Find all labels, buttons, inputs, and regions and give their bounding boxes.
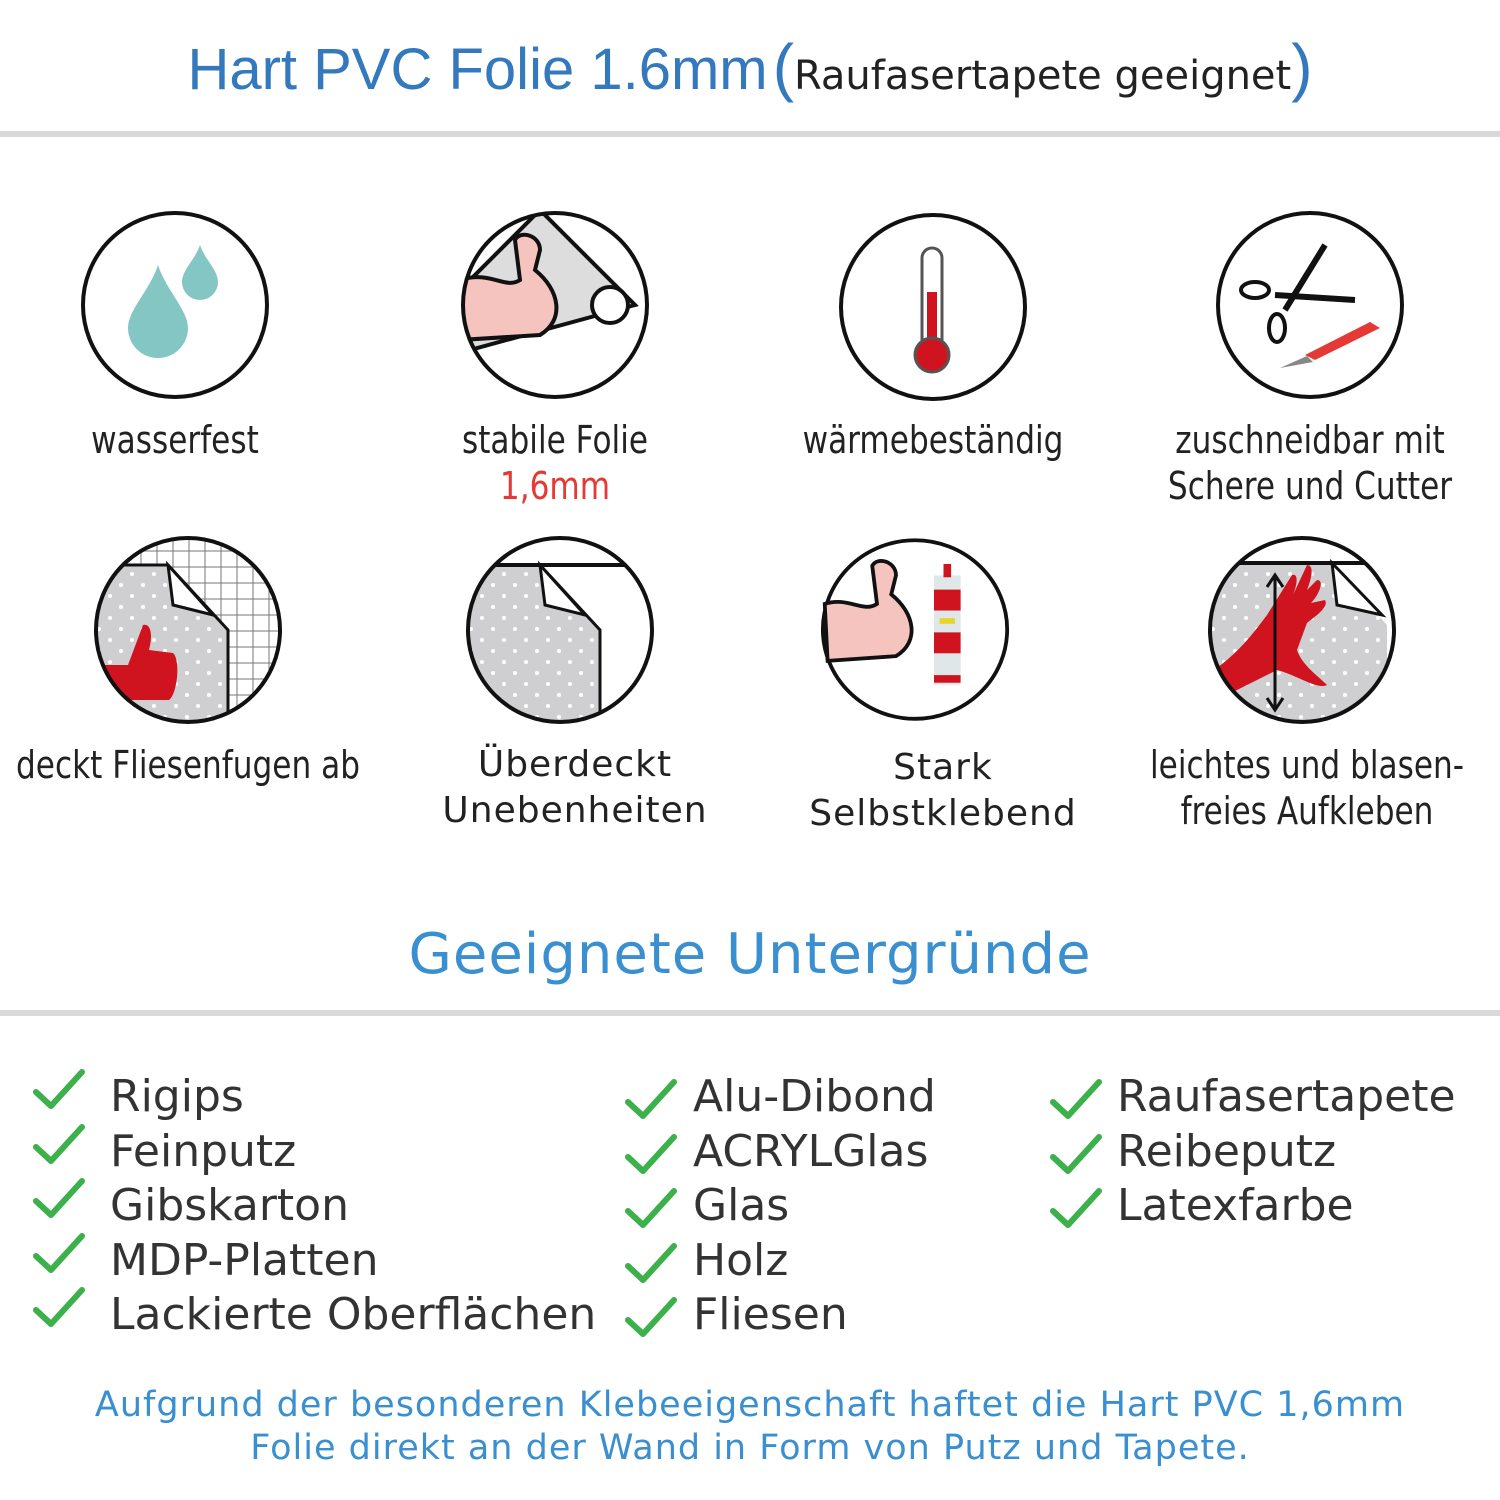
feature-label-unebenheiten: Überdeckt Unebenheiten bbox=[442, 744, 708, 831]
feature-label-selbstklebend: Stark Selbstklebend bbox=[809, 747, 1077, 834]
surface-item: Latexfarbe bbox=[1117, 1180, 1354, 1231]
scissors-cutter-icon bbox=[1216, 211, 1404, 399]
surface-item: MDP-Platten bbox=[110, 1234, 379, 1286]
water-drops-icon bbox=[81, 211, 269, 399]
title-paren: ( bbox=[772, 31, 794, 103]
surface-item: Lackierte Oberflächen bbox=[110, 1289, 597, 1340]
surface-item: ACRYLGlas bbox=[693, 1125, 929, 1177]
footer-note: Aufgrund der besonderen Klebeeigenschaft… bbox=[0, 1384, 1500, 1470]
surface-item: Reibeputz bbox=[1117, 1125, 1337, 1177]
feature-label-fliesenfugen: deckt Fliesenfugen ab bbox=[15, 743, 361, 787]
feature-label-stabile-folie: stabile Folie 1,6mm bbox=[461, 418, 649, 508]
surface-item: Rigips bbox=[110, 1071, 244, 1122]
hand-smoothing-icon bbox=[1208, 536, 1396, 724]
title-main: Hart PVC Folie 1.6mm bbox=[187, 37, 768, 102]
feature-label-waermebestaendig: wärmebeständig bbox=[802, 418, 1064, 462]
title-paren: ) bbox=[1291, 31, 1313, 103]
thickness-highlight: 1,6mm bbox=[499, 464, 611, 508]
checkmark-icon bbox=[33, 1069, 85, 1109]
strong-arm-foil-icon bbox=[461, 211, 649, 399]
checkmark-icon bbox=[33, 1287, 85, 1327]
section-title: Geeignete Untergründe bbox=[408, 922, 1092, 987]
checkmark-icon bbox=[33, 1178, 85, 1218]
foil-corner-icon bbox=[466, 536, 654, 724]
checkmark-icon bbox=[625, 1133, 677, 1174]
surface-item: Raufasertapete bbox=[1117, 1071, 1456, 1122]
surface-item: Alu-Dibond bbox=[693, 1071, 936, 1122]
thumbs-up-tiles-icon bbox=[94, 536, 282, 724]
surface-item: Gibskarton bbox=[110, 1180, 349, 1231]
checkmark-icon bbox=[1050, 1188, 1102, 1228]
page-title: Hart PVC Folie 1.6mm (Raufasertapete gee… bbox=[0, 30, 1500, 104]
title-subtitle: Raufasertapete geeignet bbox=[794, 53, 1292, 99]
surface-item: Feinputz bbox=[110, 1125, 297, 1177]
checkmark-icon bbox=[625, 1297, 677, 1337]
section-divider bbox=[0, 1010, 1500, 1016]
feature-label-zuschneidbar: zuschneidbar mit Schere und Cutter bbox=[1167, 418, 1453, 508]
surface-item: Fliesen bbox=[693, 1289, 848, 1340]
strong-arm-glue-icon bbox=[820, 538, 1010, 721]
thermometer-icon bbox=[839, 213, 1027, 401]
checkmark-icon bbox=[625, 1188, 677, 1228]
checkmark-icon bbox=[625, 1242, 677, 1283]
checkmark-icon bbox=[1050, 1079, 1102, 1119]
checkmark-icon bbox=[1050, 1133, 1102, 1174]
surface-item: Holz bbox=[693, 1234, 789, 1286]
surface-item: Glas bbox=[693, 1180, 790, 1231]
header-divider bbox=[0, 131, 1500, 137]
footer-line: Folie direkt an der Wand in Form von Put… bbox=[250, 1428, 1250, 1468]
footer-line: Aufgrund der besonderen Klebeeigenschaft… bbox=[94, 1385, 1406, 1425]
checkmark-icon bbox=[625, 1079, 677, 1119]
feature-label-wasserfest: wasserfest bbox=[91, 418, 259, 462]
checkmark-icon bbox=[33, 1232, 85, 1273]
feature-label-aufkleben: leichtes und blasen-freies Aufkleben bbox=[1149, 743, 1465, 833]
checkmark-icon bbox=[33, 1123, 85, 1164]
